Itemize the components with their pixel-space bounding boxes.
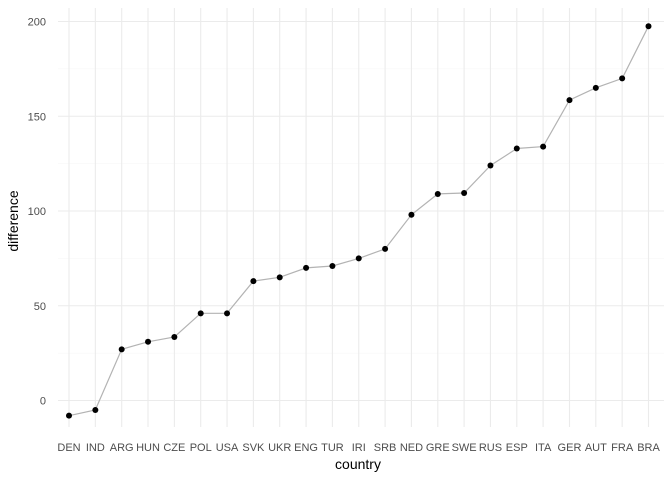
x-tick-label: ESP — [506, 442, 528, 454]
x-tick-label: SWE — [452, 442, 477, 454]
data-point-swe — [461, 189, 468, 196]
x-tick-label: FRA — [611, 442, 634, 454]
data-point-gre — [434, 190, 441, 197]
y-tick-label: 100 — [28, 206, 46, 218]
data-point-aut — [592, 84, 599, 91]
x-tick-label: GER — [558, 442, 582, 454]
y-tick-label: 0 — [40, 396, 46, 408]
x-tick-label: ENG — [294, 442, 318, 454]
data-points — [66, 23, 652, 419]
data-point-ukr — [276, 274, 283, 281]
data-point-ger — [566, 97, 573, 104]
y-axis-title: difference — [5, 190, 21, 251]
data-point-esp — [513, 145, 520, 152]
y-tick-label: 50 — [34, 301, 46, 313]
data-point-tur — [329, 262, 336, 269]
data-point-den — [66, 412, 72, 419]
data-point-srb — [382, 245, 389, 252]
x-tick-label: ARG — [110, 442, 134, 454]
x-tick-label: IRI — [352, 442, 366, 454]
data-point-cze — [171, 334, 178, 341]
x-tick-label: IND — [86, 442, 105, 454]
data-point-bra — [645, 23, 652, 30]
data-point-arg — [118, 346, 125, 353]
x-axis-title: country — [335, 456, 381, 472]
x-tick-label: HUN — [136, 442, 160, 454]
data-point-fra — [619, 75, 626, 82]
x-tick-label: CZE — [163, 442, 185, 454]
x-tick-labels: DEN IND ARG HUN CZE POL USA SVK UKR ENG TUR IRI SRB N… — [57, 442, 660, 454]
data-point-pol — [197, 310, 204, 317]
x-tick-label: POL — [190, 442, 212, 454]
data-point-hun — [145, 338, 152, 345]
x-tick-label: BRA — [637, 442, 660, 454]
x-tick-label: RUS — [479, 442, 502, 454]
data-point-ita — [540, 143, 547, 150]
x-tick-label: GRE — [426, 442, 450, 454]
data-point-rus — [487, 162, 494, 169]
data-point-ind — [92, 406, 99, 413]
data-point-eng — [303, 264, 310, 271]
data-point-iri — [355, 255, 362, 262]
x-tick-label: SVK — [242, 442, 265, 454]
x-tick-label: ITA — [535, 442, 552, 454]
x-tick-label: DEN — [57, 442, 80, 454]
x-tick-label: SRB — [374, 442, 397, 454]
major-gridlines — [58, 8, 664, 427]
y-tick-label: 200 — [28, 17, 46, 29]
x-tick-label: UKR — [268, 442, 291, 454]
minor-gridlines — [58, 68, 664, 354]
data-point-svk — [250, 278, 257, 285]
y-tick-label: 150 — [28, 111, 46, 123]
data-point-ned — [408, 211, 415, 218]
x-tick-label: AUT — [585, 442, 607, 454]
x-tick-label: USA — [216, 442, 239, 454]
x-tick-label: NED — [400, 442, 423, 454]
x-tick-label: TUR — [321, 442, 344, 454]
data-point-usa — [224, 310, 231, 317]
y-tick-labels: 0 50 100 150 200 — [28, 17, 46, 408]
